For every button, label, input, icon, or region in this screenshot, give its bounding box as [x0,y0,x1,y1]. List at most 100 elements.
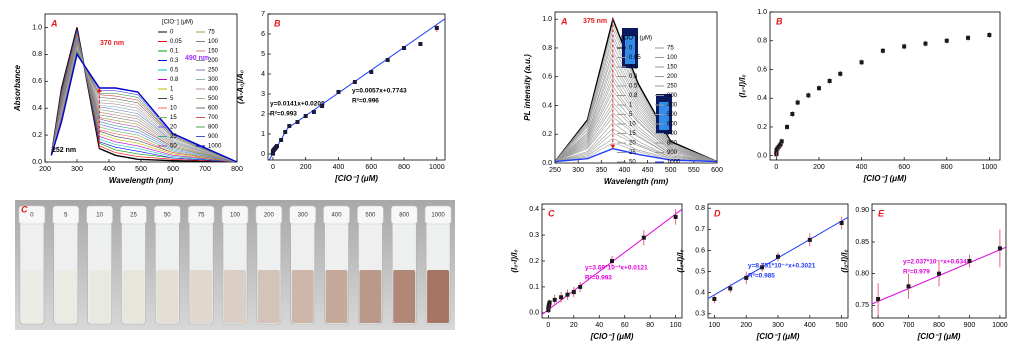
panel-label: A [50,18,58,28]
x-tick-label: 80 [646,322,654,329]
data-point [876,297,881,301]
fit-r2: R²=0.993 [585,275,612,282]
y-axis-label: (I₀-I)/I₀ [510,249,519,272]
data-point [966,35,971,40]
data-point [279,138,284,142]
fit-line [287,18,445,129]
data-point [807,237,812,242]
data-point [712,297,717,301]
data-point [827,78,832,83]
x-tick-label: 1000 [982,164,998,171]
fit-equation: y=8.751*10⁻⁴x+0.3021 [748,263,816,270]
fit-equation: y=0.0057x+0.7743 [352,88,407,95]
legend-label: 500 [208,96,219,102]
x-tick-label: 350 [595,167,607,174]
legend-label: 0.3 [170,58,179,64]
legend-label: 300 [667,93,678,99]
y-tick-label: 0.6 [695,247,705,254]
y-axis-label: (A-A₀)/A₀ [236,70,245,104]
legend-label: 600 [667,122,678,128]
x-tick-label: 500 [135,166,147,173]
x-axis-label: [ClO⁻] (μM) [917,332,961,341]
spectrum-line [51,35,237,162]
x-tick-label: 700 [199,166,211,173]
legend-label: 200 [208,58,219,64]
legend-label: 75 [667,46,674,52]
legend-label: 600 [208,106,219,112]
spectrum-line [51,39,237,162]
legend-label: 0.3 [629,74,638,80]
x-tick-label: 100 [709,322,721,329]
y-tick-label: 0.2 [32,132,42,139]
legend-label: 20 [170,125,177,131]
vial-liquid [54,270,77,323]
annotation: 370 nm [100,40,124,47]
legend-label: 0 [170,30,174,36]
fit-equation: y=0.0141x+0.0208 [270,101,325,108]
legend-label: 800 [208,125,219,131]
legend-label: 100 [667,55,678,61]
spectrum-line [51,36,237,162]
legend-label: 15 [170,115,177,121]
x-tick-label: 600 [711,167,723,174]
vial-cap [221,205,249,225]
x-tick-label: 200 [740,322,752,329]
x-axis-label: [ClO⁻] (μM) [756,332,800,341]
y-tick-label: 2 [261,111,265,118]
vial-liquid [291,270,314,323]
y-tick-label: 0.8 [695,205,705,212]
data-point [434,26,439,30]
x-tick-label: 200 [813,164,825,171]
spectrum-line [51,43,237,162]
data-point [806,93,811,98]
legend-label: 15 [629,131,636,137]
x-tick-label: 600 [872,322,884,329]
y-tick-label: 3 [261,91,265,98]
legend-label: 50 [629,160,636,166]
y-tick-label: 0.90 [855,207,869,214]
y-tick-label: 1.0 [757,9,767,16]
data-point [728,286,733,291]
x-tick-label: 500 [836,322,848,329]
y-tick-label: 0.8 [757,38,767,45]
spectrum-line [555,60,717,162]
data-point [311,110,316,114]
legend-label: 1000 [208,144,222,150]
x-tick-label: 200 [39,166,51,173]
vial-label: 10 [96,213,103,219]
spectrum-line [555,106,717,162]
x-tick-label: 400 [804,322,816,329]
data-point [275,144,280,148]
legend-title: [ClO⁻] (μM) [162,20,193,26]
vial-cap [86,205,113,225]
legend-label: 5 [629,112,633,118]
data-point [838,71,843,76]
data-point [779,139,784,144]
x-tick-label: 700 [903,322,915,329]
cuvette-glow [625,36,635,64]
data-point [287,124,292,128]
y-tick-label: 0.3 [695,311,705,318]
data-point [571,290,576,295]
x-tick-label: 800 [231,166,243,173]
data-point [283,130,288,134]
y-axis-label: (I₀-I)/I₀ [738,74,747,97]
x-tick-label: 20 [570,322,578,329]
legend-label: 500 [667,112,678,118]
y-tick-label: 0.8 [32,51,42,58]
y-tick-label: 0.4 [695,290,705,297]
legend-label: 0.1 [170,49,179,55]
vial-cap [289,205,316,225]
x-tick-label: 100 [670,322,682,329]
legend-title: [ClO⁻] (μM) [621,36,652,42]
y-axis-label: Absorbance [13,64,22,112]
vial-label: 75 [198,213,205,219]
x-tick-label: 1000 [429,164,445,171]
panel-label: D [714,208,721,218]
spectrum-line [51,42,237,162]
data-point [295,120,300,124]
x-tick-label: 60 [621,322,629,329]
x-tick-label: 250 [549,167,561,174]
legend-label: 10 [170,106,177,112]
